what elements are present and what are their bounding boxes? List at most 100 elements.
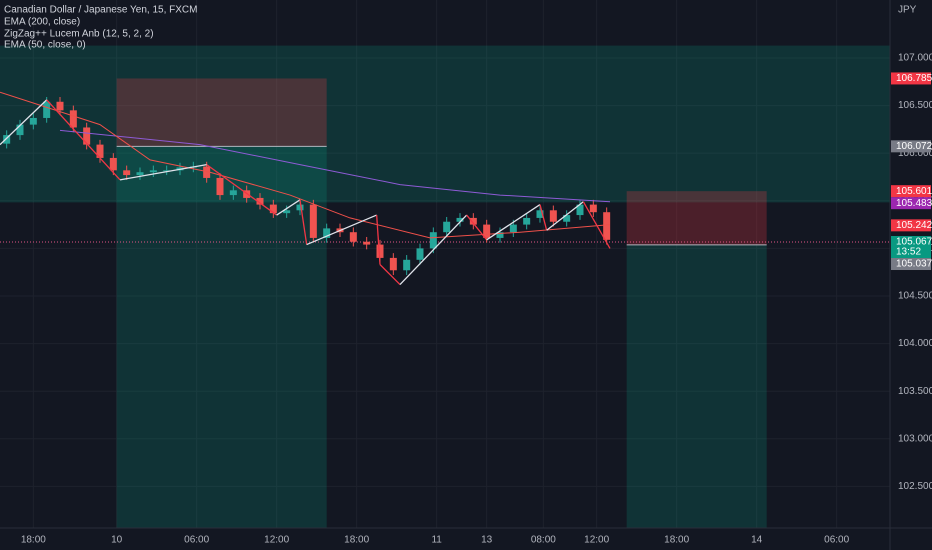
zigzag-segment — [119, 163, 207, 181]
candle-body — [3, 135, 11, 144]
candle-body — [136, 172, 144, 176]
price-tag-label: 106.072 — [896, 141, 932, 152]
indicator-label: EMA (50, close, 0) — [4, 40, 86, 51]
indicator-label: ZigZag++ Lucem Anb (12, 5, 2, 2) — [4, 29, 154, 40]
candle-body — [429, 232, 437, 249]
price-tag-label: 105.067 — [896, 237, 932, 248]
zigzag-segment — [299, 199, 308, 245]
zigzag-segment — [399, 214, 468, 286]
price-tag-label: 105.483 — [896, 198, 932, 209]
candle-body — [416, 248, 424, 260]
candle-body — [229, 190, 237, 196]
x-tick-label: 06:00 — [184, 535, 209, 546]
candle-body — [589, 204, 597, 213]
price-tag — [891, 72, 931, 85]
candle-body — [296, 204, 304, 211]
price-tag — [891, 258, 931, 271]
x-tick-label: 12:00 — [584, 535, 609, 546]
candle-body — [269, 204, 277, 214]
indicator-label: EMA (200, close) — [4, 17, 80, 28]
candle-body — [16, 124, 24, 136]
candle-body — [563, 215, 571, 222]
zigzag-segment — [582, 201, 611, 249]
candle-body — [496, 232, 504, 238]
zigzag-segment — [539, 204, 548, 231]
candle-body — [549, 210, 557, 222]
candle-body — [203, 166, 211, 178]
zigzag-segment — [379, 264, 401, 286]
candle-body — [576, 204, 584, 216]
candle-body — [363, 241, 371, 245]
x-tick-label: 18:00 — [344, 535, 369, 546]
zigzag-segment — [466, 214, 488, 241]
candle-body — [283, 210, 291, 214]
candle-body — [509, 224, 517, 233]
zigzag-segment — [376, 215, 381, 265]
position-target — [626, 244, 767, 528]
y-tick-label: 103.500 — [898, 386, 932, 397]
candle-body — [43, 101, 51, 118]
candle-body — [83, 127, 91, 145]
x-tick-label: 06:00 — [824, 535, 849, 546]
zigzag-segment — [276, 199, 301, 216]
price-tag-label: 105.037 — [896, 259, 932, 270]
price-tag-label: 105.601 — [896, 186, 932, 197]
candle-body — [149, 170, 157, 173]
price-tag-countdown: 13:52 — [896, 247, 921, 258]
ema-line — [0, 91, 611, 239]
price-tag — [891, 140, 931, 153]
y-tick-label: 103.000 — [898, 433, 932, 444]
candle-body — [376, 244, 384, 258]
position-stop — [116, 78, 327, 147]
x-tick-label: 14 — [751, 535, 763, 546]
candle-body — [323, 228, 331, 238]
x-tick-label: 08:00 — [531, 535, 556, 546]
y-tick-label: 104.000 — [898, 338, 932, 349]
price-tag — [891, 197, 931, 210]
candle-body — [403, 259, 411, 271]
candle-body — [443, 221, 451, 233]
zigzag-segment — [546, 201, 584, 231]
candle-body — [163, 170, 171, 172]
price-tag — [891, 185, 931, 198]
symbol-title: Canadian Dollar / Japanese Yen, 15, FXCM — [4, 5, 197, 16]
candle-body — [469, 217, 477, 225]
x-tick-label: 13 — [481, 535, 493, 546]
candle-body — [56, 101, 64, 111]
candle-body — [309, 204, 317, 238]
price-tag — [891, 219, 931, 232]
candle-body — [523, 217, 531, 225]
zigzag-segment — [206, 164, 278, 216]
price-tag-label: 105.242 — [896, 220, 932, 231]
position-stop — [626, 191, 767, 245]
position-target — [116, 146, 327, 528]
candle-body — [456, 217, 464, 222]
candle-body — [109, 157, 117, 171]
legend: Canadian Dollar / Japanese Yen, 15, FXCM… — [4, 5, 197, 51]
candle-body — [349, 232, 357, 242]
x-tick-label: 18:00 — [664, 535, 689, 546]
y-tick-label: 104.500 — [898, 291, 932, 302]
x-tick-label: 10 — [111, 535, 123, 546]
candle-body — [216, 177, 224, 196]
x-tick-label: 11 — [431, 535, 442, 546]
candle-body — [96, 144, 104, 158]
plot — [0, 0, 890, 528]
y-tick-label: 106.000 — [898, 148, 932, 159]
candle-body — [483, 224, 491, 238]
candle-body — [29, 117, 37, 125]
y-tick-label: 102.500 — [898, 481, 932, 492]
candle-body — [123, 170, 131, 176]
candle-body — [256, 197, 264, 205]
x-tick-label: 12:00 — [264, 535, 289, 546]
zone — [0, 45, 890, 203]
candle-body — [69, 110, 77, 128]
zigzag-segment — [46, 99, 121, 181]
zigzag-segment — [486, 204, 541, 241]
y-tick-label: 106.500 — [898, 100, 932, 111]
price-tag — [891, 236, 931, 259]
candle-body — [603, 212, 611, 240]
candle-body — [389, 257, 397, 271]
